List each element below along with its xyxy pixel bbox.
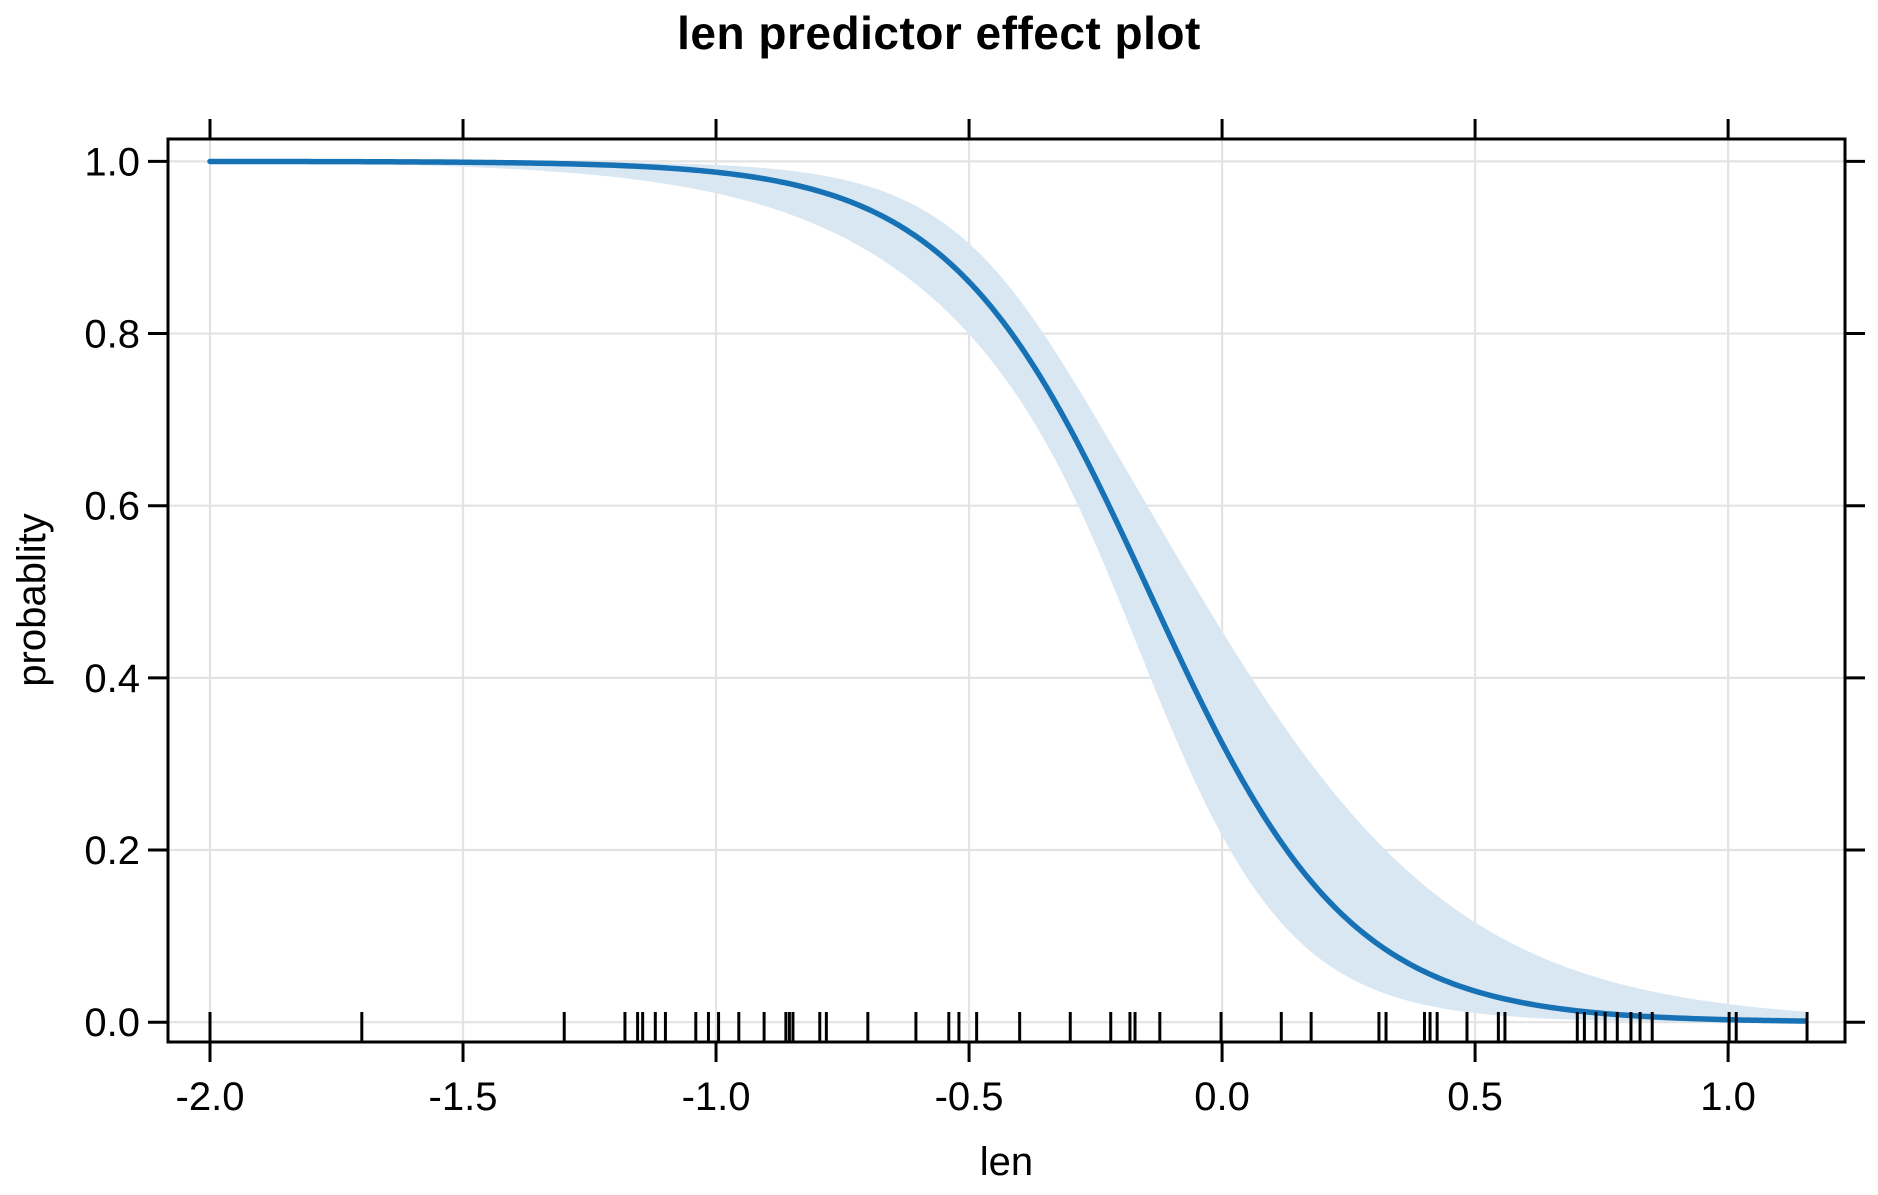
plot-border bbox=[166, 137, 1847, 1044]
x-tick-label: 1.0 bbox=[1700, 1075, 1756, 1119]
x-tick-label: -0.5 bbox=[935, 1075, 1004, 1119]
y-tick-label: 0.8 bbox=[84, 313, 140, 357]
confidence-band bbox=[210, 161, 1806, 1023]
y-axis-label: probablity bbox=[10, 513, 54, 687]
y-tick-label: 0.6 bbox=[84, 485, 140, 529]
x-axis-label: len bbox=[979, 1140, 1034, 1184]
y-tick-label: 0.0 bbox=[84, 1001, 140, 1045]
x-tick-label: 0.5 bbox=[1447, 1075, 1503, 1119]
fitted-curve bbox=[207, 158, 1808, 1024]
x-tick-label: -1.0 bbox=[682, 1075, 751, 1119]
x-tick-label: -1.5 bbox=[429, 1075, 498, 1119]
x-tick-label: 0.0 bbox=[1194, 1075, 1250, 1119]
y-tick-label: 0.4 bbox=[84, 657, 140, 701]
chart-title: len predictor effect plot bbox=[677, 7, 1201, 59]
x-tick-label: -2.0 bbox=[176, 1075, 245, 1119]
y-tick-label: 0.2 bbox=[84, 829, 140, 873]
y-tick-label: 1.0 bbox=[84, 140, 140, 184]
